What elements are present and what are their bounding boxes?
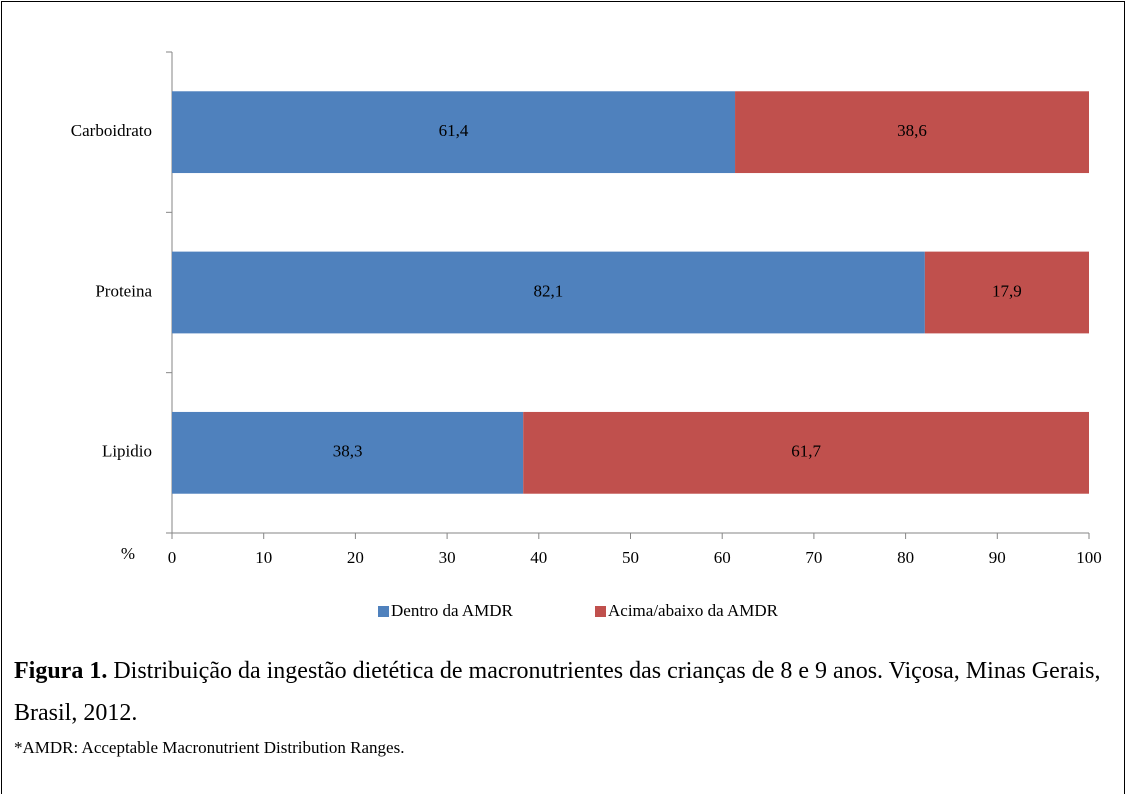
value-label: 61,7 bbox=[791, 442, 821, 461]
x-tick-label: 10 bbox=[255, 548, 272, 567]
caption-text: Distribuição da ingestão dietética de ma… bbox=[14, 658, 1101, 726]
caption-label: Figura 1. bbox=[14, 658, 108, 684]
bar-segment bbox=[924, 251, 1089, 334]
y-tick-label: Lipidio bbox=[102, 442, 152, 461]
caption: Figura 1. Distribuição da ingestão dieté… bbox=[14, 650, 1128, 734]
value-label: 82,1 bbox=[534, 281, 564, 300]
legend-label: Acima/abaixo da AMDR bbox=[608, 601, 779, 620]
bar-segment bbox=[172, 251, 925, 334]
x-tick-label: 40 bbox=[530, 548, 547, 567]
bar-segment bbox=[172, 411, 524, 494]
x-tick-label: 30 bbox=[439, 548, 456, 567]
y-tick-label: Proteina bbox=[95, 281, 152, 300]
value-label: 61,4 bbox=[439, 121, 469, 140]
legend-swatch bbox=[595, 606, 606, 617]
x-tick-label: 90 bbox=[989, 548, 1006, 567]
bar-segment bbox=[172, 91, 736, 174]
y-tick-label: Carboidrato bbox=[71, 121, 152, 140]
legend-label: Dentro da AMDR bbox=[391, 601, 513, 620]
footnote: *AMDR: Acceptable Macronutrient Distribu… bbox=[14, 738, 405, 757]
x-axis-label: % bbox=[121, 544, 135, 563]
x-tick-label: 80 bbox=[897, 548, 914, 567]
value-label: 38,3 bbox=[333, 442, 363, 461]
x-tick-label: 50 bbox=[622, 548, 639, 567]
legend-swatch bbox=[378, 606, 389, 617]
bar-segment bbox=[523, 411, 1089, 494]
chart: 0 10 20 30 40 50 60 70 80 90 100% Carboidrato 61,4 38… bbox=[71, 51, 1102, 620]
x-tick-label: 70 bbox=[805, 548, 822, 567]
x-tick-label: 60 bbox=[714, 548, 731, 567]
bar-segment bbox=[735, 91, 1089, 174]
x-tick-label: 100 bbox=[1076, 548, 1102, 567]
value-label: 17,9 bbox=[992, 281, 1022, 300]
x-tick-label: 0 bbox=[168, 548, 177, 567]
value-label: 38,6 bbox=[897, 121, 927, 140]
x-tick-label: 20 bbox=[347, 548, 364, 567]
